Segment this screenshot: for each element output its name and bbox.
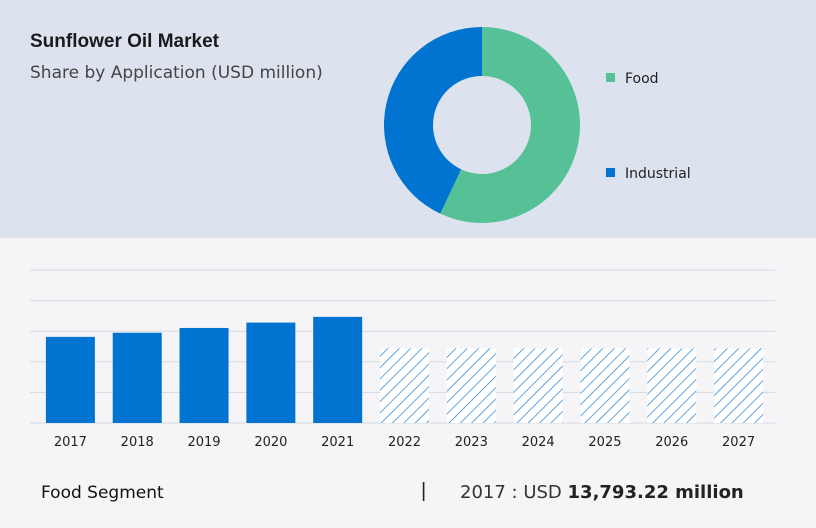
x-tick-label: 2026 xyxy=(655,435,688,450)
bar-2017 xyxy=(45,336,95,423)
legend-label-industrial: Industrial xyxy=(625,166,691,182)
forecast-bar-2022 xyxy=(380,348,429,423)
donut-slice-industrial xyxy=(383,27,482,214)
forecast-bar-2024 xyxy=(513,348,563,423)
segment-value: 13,793.22 million xyxy=(567,482,744,503)
value-year-prefix: 2017 : USD xyxy=(460,482,562,503)
forecast-bar-2026 xyxy=(647,348,697,423)
legend-label-food: Food xyxy=(625,71,659,87)
legend-item-food: Food xyxy=(606,71,659,87)
bar-2019 xyxy=(179,327,229,423)
x-tick-label: 2027 xyxy=(722,435,755,450)
x-tick-label: 2022 xyxy=(388,435,421,450)
x-tick-label: 2025 xyxy=(588,435,621,450)
bar-chart: 2017 2018 2019 2020 2021 2022 2023 2024 2025 2026… xyxy=(30,269,775,450)
segment-label: Food Segment xyxy=(41,483,164,503)
bar-2021 xyxy=(313,316,363,423)
donut-chart xyxy=(383,27,580,223)
x-tick-label: 2017 xyxy=(54,435,87,450)
chart-subtitle: Share by Application (USD million) xyxy=(30,63,323,83)
x-tick-label: 2023 xyxy=(455,435,488,450)
chart-title: Sunflower Oil Market xyxy=(30,31,219,52)
legend-swatch-food xyxy=(606,73,615,82)
footer-separator: | xyxy=(421,480,427,502)
forecast-bar-2025 xyxy=(580,348,630,423)
bar-2018 xyxy=(112,332,162,423)
legend-swatch-industrial xyxy=(606,168,615,177)
forecast-bar-2027 xyxy=(714,348,764,423)
donut-slice-food xyxy=(440,27,580,223)
x-tick-label: 2019 xyxy=(187,435,220,450)
x-tick-label: 2020 xyxy=(254,435,287,450)
bar-2020 xyxy=(246,322,296,423)
forecast-bar-2023 xyxy=(446,348,496,423)
legend-item-industrial: Industrial xyxy=(606,166,691,182)
segment-value-readout: 2017 : USD 13,793.22 million xyxy=(460,482,744,503)
x-tick-label: 2018 xyxy=(121,435,154,450)
x-tick-label: 2021 xyxy=(321,435,354,450)
x-tick-label: 2024 xyxy=(522,435,555,450)
